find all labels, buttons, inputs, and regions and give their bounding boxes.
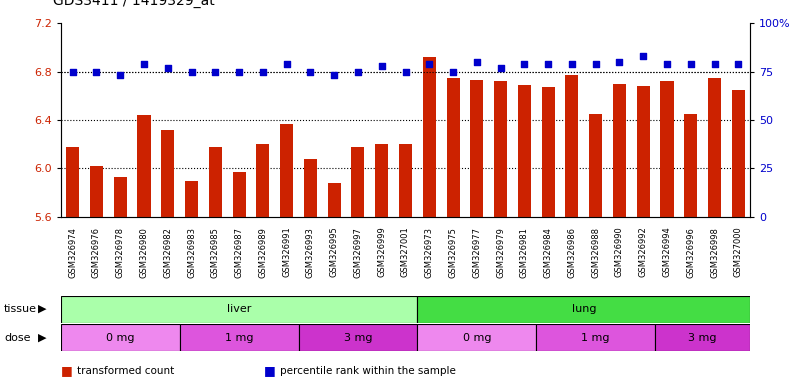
Point [328, 72, 341, 78]
Point [447, 68, 460, 74]
Bar [280, 124, 294, 217]
Point [613, 59, 626, 65]
Text: 1 mg: 1 mg [581, 333, 610, 343]
Bar [180, 324, 298, 351]
Point [90, 68, 103, 74]
Point [138, 61, 151, 67]
Bar [494, 81, 507, 217]
Point [518, 61, 531, 67]
Bar [613, 84, 626, 217]
Bar [67, 147, 79, 217]
Bar [732, 90, 744, 217]
Point [732, 61, 744, 67]
Bar [304, 159, 317, 217]
Point [708, 61, 721, 67]
Point [423, 61, 436, 67]
Point [161, 65, 174, 71]
Point [637, 53, 650, 59]
Point [280, 61, 293, 67]
Bar [565, 75, 578, 217]
Bar [233, 172, 246, 217]
Text: dose: dose [4, 333, 31, 343]
Bar [256, 144, 269, 217]
Text: 0 mg: 0 mg [462, 333, 491, 343]
Bar [655, 324, 750, 351]
Point [542, 61, 555, 67]
Point [233, 68, 246, 74]
Bar [351, 147, 364, 217]
Text: GDS3411 / 1419329_at: GDS3411 / 1419329_at [53, 0, 214, 8]
Text: liver: liver [227, 304, 251, 314]
Text: percentile rank within the sample: percentile rank within the sample [280, 366, 456, 376]
Bar [423, 57, 436, 217]
Bar [208, 147, 222, 217]
Text: ■: ■ [61, 364, 72, 377]
Point [589, 61, 602, 67]
Text: 3 mg: 3 mg [344, 333, 372, 343]
Bar [589, 114, 603, 217]
Bar [517, 85, 531, 217]
Bar [708, 78, 721, 217]
Bar [660, 81, 673, 217]
Bar [185, 180, 198, 217]
Bar [114, 177, 127, 217]
Bar [684, 114, 697, 217]
Bar [161, 130, 174, 217]
Bar [61, 296, 418, 323]
Bar [61, 324, 180, 351]
Bar [399, 144, 412, 217]
Text: 1 mg: 1 mg [225, 333, 253, 343]
Text: tissue: tissue [4, 304, 37, 314]
Point [470, 59, 483, 65]
Point [256, 68, 269, 74]
Bar [536, 324, 655, 351]
Text: ▶: ▶ [38, 304, 46, 314]
Point [375, 63, 388, 69]
Bar [447, 78, 460, 217]
Point [660, 61, 673, 67]
Point [351, 68, 364, 74]
Bar [637, 86, 650, 217]
Point [185, 68, 198, 74]
Bar [418, 324, 536, 351]
Text: ■: ■ [264, 364, 275, 377]
Bar [90, 166, 103, 217]
Text: ▶: ▶ [38, 333, 46, 343]
Point [304, 68, 317, 74]
Bar [470, 80, 483, 217]
Point [565, 61, 578, 67]
Bar [328, 183, 341, 217]
Bar [298, 324, 418, 351]
Point [399, 68, 412, 74]
Point [67, 68, 79, 74]
Bar [138, 115, 151, 217]
Bar [418, 296, 750, 323]
Bar [542, 87, 555, 217]
Point [209, 68, 222, 74]
Text: transformed count: transformed count [77, 366, 174, 376]
Point [684, 61, 697, 67]
Text: lung: lung [572, 304, 596, 314]
Point [114, 72, 127, 78]
Point [494, 65, 507, 71]
Bar [375, 144, 388, 217]
Text: 3 mg: 3 mg [689, 333, 717, 343]
Text: 0 mg: 0 mg [106, 333, 135, 343]
